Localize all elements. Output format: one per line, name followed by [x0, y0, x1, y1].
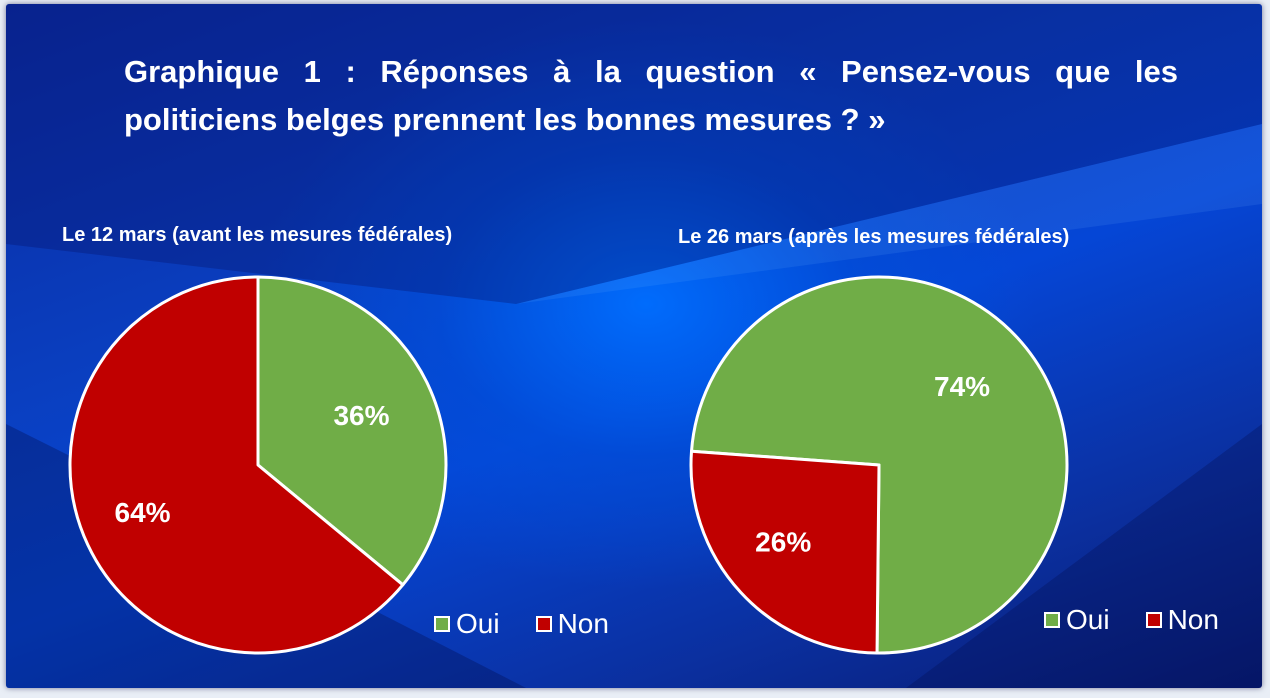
legend-label-non: Non — [1167, 604, 1219, 635]
left-pie-legend: Oui Non — [434, 608, 609, 640]
right-pie-subtitle: Le 26 mars (après les mesures fédérales) — [678, 226, 1070, 248]
legend-swatch-oui — [1044, 612, 1060, 628]
chart-frame: Graphique 1 : Réponses à la question « P… — [6, 4, 1262, 688]
chart-title: Graphique 1 : Réponses à la question « P… — [124, 54, 1178, 137]
legend-swatch-non — [1145, 612, 1162, 628]
legend-item-non: Non — [535, 608, 609, 640]
legend-item-non: Non — [1145, 604, 1219, 636]
data-label-non: 26% — [755, 526, 811, 557]
data-label-oui: 36% — [333, 400, 389, 431]
legend-swatch-oui — [434, 616, 450, 632]
left-pie-subtitle: Le 12 mars (avant les mesures fédérales) — [62, 224, 453, 246]
pie-slice-oui — [256, 275, 448, 587]
data-label-non: 64% — [115, 497, 171, 528]
pie-slice-non — [689, 449, 881, 655]
legend-label-non: Non — [557, 608, 609, 639]
left-pie-chart: 36% 64% — [68, 275, 448, 655]
legend-label-oui: Oui — [1066, 604, 1110, 635]
data-label-oui: 74% — [934, 371, 990, 402]
legend-item-oui: Oui — [434, 608, 500, 640]
legend-item-oui: Oui — [1044, 604, 1110, 636]
right-pie-legend: Oui Non — [1044, 604, 1219, 636]
pie-slice-non — [68, 275, 405, 655]
right-pie-chart: 74% 26% — [689, 275, 1069, 655]
legend-label-oui: Oui — [456, 608, 500, 639]
legend-swatch-non — [535, 616, 552, 632]
